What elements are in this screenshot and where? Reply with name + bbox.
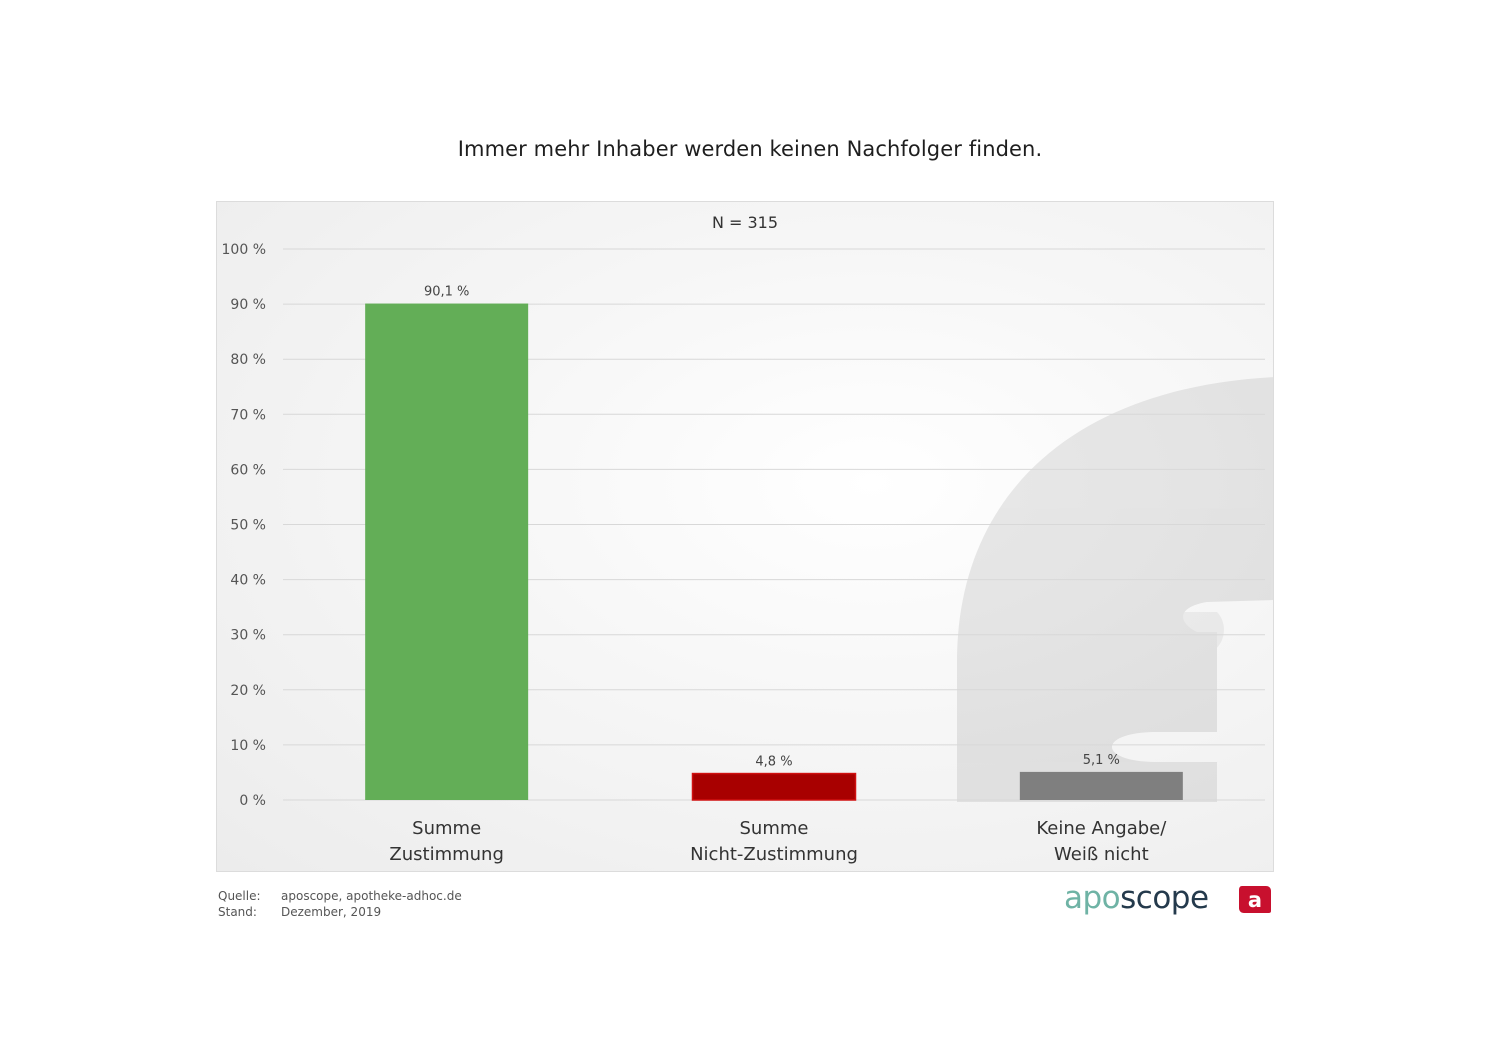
apotheke-adhoc-logo-icon: a — [1239, 886, 1271, 913]
footer: Quelle: aposcope, apotheke-adhoc.de Stan… — [218, 888, 462, 920]
y-tick-label: 50 % — [230, 518, 266, 534]
logo-scope: scope — [1120, 880, 1209, 916]
source-value: aposcope, apotheke-adhoc.de — [281, 889, 462, 903]
source-key: Quelle: — [218, 889, 261, 903]
bar — [691, 772, 857, 801]
logo-mark-letter: a — [1248, 888, 1262, 912]
y-tick-label: 20 % — [230, 683, 266, 699]
x-category-label: Zustimmung — [389, 844, 504, 865]
aposcope-logo: aposcope a — [1064, 878, 1274, 922]
bar — [365, 303, 529, 800]
bar-value-label: 5,1 % — [1083, 753, 1120, 768]
y-tick-label: 40 % — [230, 573, 266, 589]
date-key: Stand: — [218, 905, 257, 919]
background-watermark — [957, 377, 1273, 802]
y-tick-label: 10 % — [230, 738, 266, 754]
bar-value-label: 4,8 % — [755, 755, 792, 770]
y-tick-label: 0 % — [239, 793, 266, 809]
source-row: Quelle: aposcope, apotheke-adhoc.de — [218, 888, 462, 904]
y-tick-label: 30 % — [230, 628, 266, 644]
logo-wordmark: aposcope — [1064, 880, 1209, 916]
chart-subtitle: N = 315 — [712, 213, 778, 232]
y-tick-label: 100 % — [222, 242, 266, 258]
x-category-label: Summe — [740, 818, 809, 839]
y-tick-label: 60 % — [230, 462, 266, 478]
x-category-label: Nicht-Zustimmung — [690, 844, 858, 865]
logo-apo: apo — [1064, 880, 1121, 916]
x-category-label: Weiß nicht — [1054, 844, 1149, 865]
date-row: Stand: Dezember, 2019 — [218, 904, 462, 920]
x-category-label: Keine Angabe/ — [1036, 818, 1167, 839]
x-category-label: Summe — [412, 818, 481, 839]
page-title: Immer mehr Inhaber werden keinen Nachfol… — [457, 137, 1043, 161]
y-tick-label: 80 % — [230, 352, 266, 368]
y-tick-label: 90 % — [230, 297, 266, 313]
bar-value-label: 90,1 % — [424, 285, 469, 300]
bar — [1019, 771, 1183, 800]
y-tick-label: 70 % — [230, 407, 266, 423]
bar-chart: 0 % 10 % 20 % 30 % 40 % 50 % 60 % 70 % 80 % 90 % 1… — [222, 213, 1273, 865]
chart-panel: 0 % 10 % 20 % 30 % 40 % 50 % 60 % 70 % 80 % 90 % 1… — [216, 201, 1274, 872]
date-value: Dezember, 2019 — [281, 905, 382, 919]
